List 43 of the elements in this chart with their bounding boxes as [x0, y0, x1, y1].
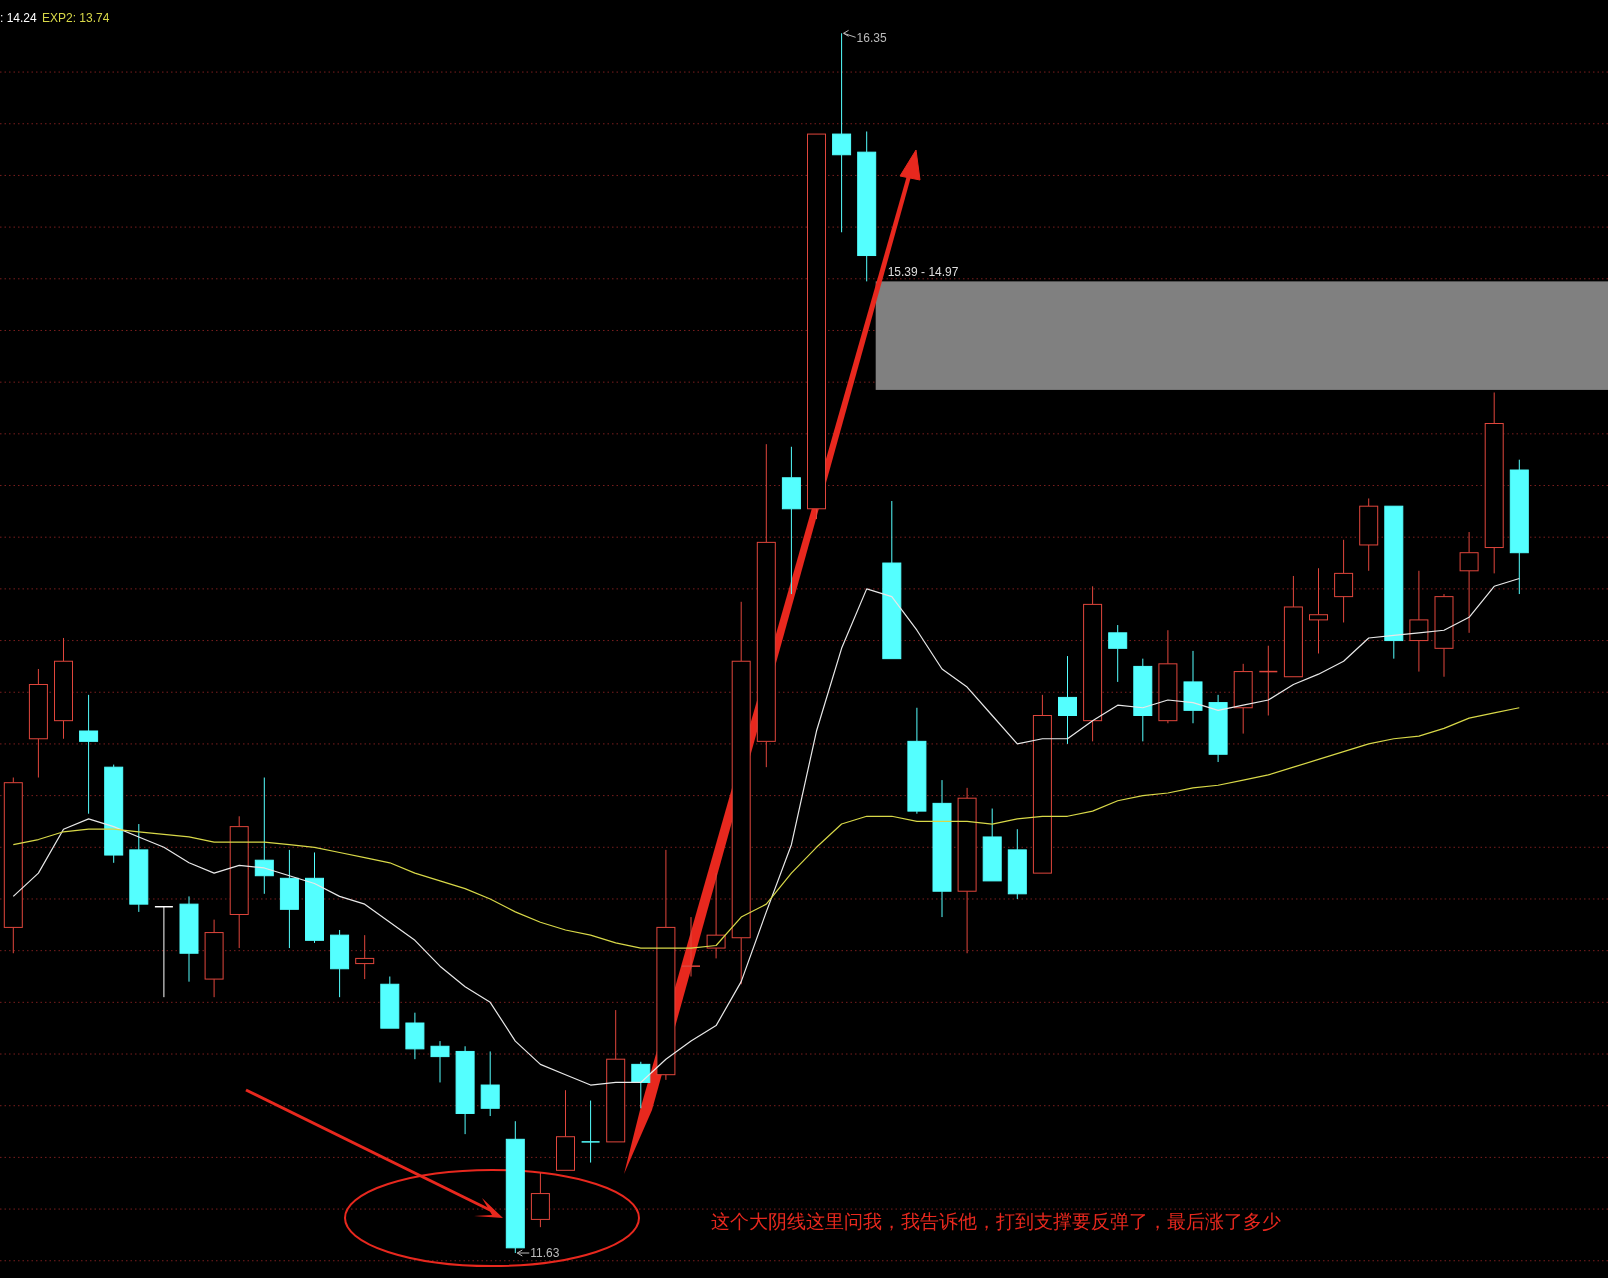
candlestick — [455, 1045, 475, 1135]
candlestick — [1434, 593, 1454, 678]
candlestick — [781, 446, 801, 595]
candlestick — [1509, 459, 1529, 595]
candlestick — [1183, 650, 1203, 724]
candlestick — [932, 779, 952, 918]
candlestick — [1484, 391, 1504, 574]
text: EXP2: 13.74 — [42, 11, 110, 25]
candlestick — [731, 601, 751, 985]
band-label: 15.39 - 14.97 — [887, 265, 959, 280]
annotation: 16.35 — [856, 31, 887, 46]
candlestick — [957, 787, 977, 954]
candlestick — [706, 872, 726, 959]
annotation: 这个大阴线这里问我，我告诉他，打到支撑要反弹了，最后涨了多少 — [711, 1210, 1281, 1232]
candlestick — [430, 1040, 450, 1083]
candlestick — [656, 849, 676, 1081]
candlestick — [355, 934, 375, 980]
annotation: 11.63 — [530, 1246, 560, 1260]
candlestick — [857, 131, 877, 282]
candlestick — [1058, 655, 1077, 745]
text: : 14.24 — [0, 11, 38, 25]
candlestick — [907, 707, 927, 815]
candlestick — [204, 919, 224, 998]
candlestick — [756, 443, 776, 768]
candlestick — [1334, 539, 1354, 623]
candlestick — [28, 668, 48, 779]
candlestick — [1083, 585, 1103, 742]
candlestick — [1459, 531, 1479, 634]
candlestick — [1208, 694, 1228, 763]
candlestick — [179, 895, 199, 983]
candlestick — [1007, 828, 1027, 900]
candlestick — [54, 637, 73, 740]
candlestick — [681, 916, 701, 977]
candlestick — [580, 1100, 601, 1164]
candlestick — [229, 815, 249, 949]
candlestick — [79, 694, 99, 815]
candlestick — [1309, 567, 1328, 654]
candlestick — [279, 849, 299, 949]
candlestick — [330, 929, 350, 998]
candlestick — [1409, 570, 1429, 673]
candlestick — [1359, 497, 1379, 572]
candlestick — [405, 1012, 425, 1060]
candlestick — [1158, 629, 1178, 724]
